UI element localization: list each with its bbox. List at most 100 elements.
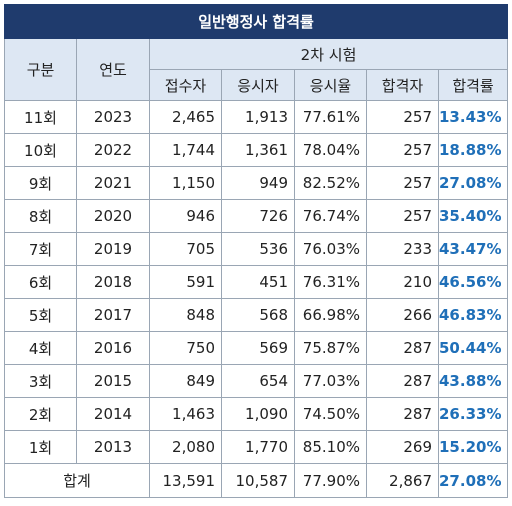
cell-round: 7회 (4, 232, 77, 266)
total-label: 합계 (4, 463, 150, 498)
cell-pass-rate: 18.88% (437, 133, 509, 167)
cell-year: 2017 (76, 298, 150, 332)
cell-applicants: 848 (149, 298, 222, 332)
cell-exam-rate: 76.03% (294, 232, 367, 266)
cell-exam-rate: 78.04% (294, 133, 367, 167)
cell-applicants: 1,744 (149, 133, 222, 167)
table-row: 9회 2021 1,150 949 82.52% 257 27.08% (4, 166, 509, 200)
header-year: 연도 (76, 38, 150, 101)
cell-passers: 269 (366, 430, 439, 464)
cell-year: 2013 (76, 430, 150, 464)
cell-year: 2018 (76, 265, 150, 299)
cell-round: 8회 (4, 199, 77, 233)
cell-pass-rate: 50.44% (437, 331, 509, 365)
cell-passers: 257 (366, 133, 439, 167)
total-passers: 2,867 (366, 463, 439, 498)
cell-exam-rate: 77.03% (294, 364, 367, 398)
cell-round: 6회 (4, 265, 77, 299)
cell-pass-rate: 13.43% (437, 100, 509, 134)
cell-examinees: 536 (221, 232, 295, 266)
header-passers: 합격자 (366, 69, 439, 101)
cell-pass-rate: 27.08% (437, 166, 509, 200)
header-exam-rate: 응시율 (294, 69, 367, 101)
cell-year: 2023 (76, 100, 150, 134)
cell-passers: 257 (366, 100, 439, 134)
cell-examinees: 1,913 (221, 100, 295, 134)
cell-round: 10회 (4, 133, 77, 167)
cell-round: 1회 (4, 430, 77, 464)
cell-examinees: 569 (221, 331, 295, 365)
cell-examinees: 726 (221, 199, 295, 233)
cell-passers: 266 (366, 298, 439, 332)
cell-pass-rate: 43.47% (437, 232, 509, 266)
cell-passers: 257 (366, 166, 439, 200)
pass-rate-table: 일반행정사 합격률 구분 연도 2차 시험 접수자 응시자 응시율 합격자 합격… (3, 4, 509, 498)
cell-passers: 287 (366, 397, 439, 431)
cell-pass-rate: 46.83% (437, 298, 509, 332)
cell-applicants: 1,463 (149, 397, 222, 431)
header-applicants: 접수자 (149, 69, 222, 101)
cell-pass-rate: 46.56% (437, 265, 509, 299)
table-row: 2회 2014 1,463 1,090 74.50% 287 26.33% (4, 397, 509, 431)
total-pass-rate: 27.08% (437, 463, 509, 498)
cell-passers: 233 (366, 232, 439, 266)
cell-applicants: 591 (149, 265, 222, 299)
cell-examinees: 1,090 (221, 397, 295, 431)
total-row: 합계 13,591 10,587 77.90% 2,867 27.08% (4, 463, 509, 498)
cell-examinees: 654 (221, 364, 295, 398)
table-title: 일반행정사 합격률 (3, 4, 509, 39)
cell-pass-rate: 43.88% (437, 364, 509, 398)
total-applicants: 13,591 (149, 463, 222, 498)
table-row: 1회 2013 2,080 1,770 85.10% 269 15.20% (4, 430, 509, 464)
cell-pass-rate: 15.20% (437, 430, 509, 464)
cell-exam-rate: 74.50% (294, 397, 367, 431)
cell-examinees: 949 (221, 166, 295, 200)
cell-exam-rate: 66.98% (294, 298, 367, 332)
cell-year: 2016 (76, 331, 150, 365)
cell-round: 9회 (4, 166, 77, 200)
cell-applicants: 2,080 (149, 430, 222, 464)
table-row: 6회 2018 591 451 76.31% 210 46.56% (4, 265, 509, 299)
cell-exam-rate: 76.31% (294, 265, 367, 299)
cell-round: 11회 (4, 100, 77, 134)
cell-applicants: 705 (149, 232, 222, 266)
cell-round: 3회 (4, 364, 77, 398)
table-row: 8회 2020 946 726 76.74% 257 35.40% (4, 199, 509, 233)
table-row: 3회 2015 849 654 77.03% 287 43.88% (4, 364, 509, 398)
cell-passers: 210 (366, 265, 439, 299)
cell-pass-rate: 35.40% (437, 199, 509, 233)
cell-exam-rate: 75.87% (294, 331, 367, 365)
cell-examinees: 1,770 (221, 430, 295, 464)
cell-exam-rate: 76.74% (294, 199, 367, 233)
cell-applicants: 750 (149, 331, 222, 365)
cell-passers: 287 (366, 331, 439, 365)
cell-passers: 257 (366, 199, 439, 233)
cell-year: 2015 (76, 364, 150, 398)
header-group-second-exam: 2차 시험 (148, 38, 509, 70)
header-examinees: 응시자 (221, 69, 295, 101)
cell-applicants: 2,465 (149, 100, 222, 134)
cell-passers: 287 (366, 364, 439, 398)
total-exam-rate: 77.90% (294, 463, 367, 498)
cell-applicants: 946 (149, 199, 222, 233)
cell-round: 5회 (4, 298, 77, 332)
cell-examinees: 568 (221, 298, 295, 332)
cell-exam-rate: 85.10% (294, 430, 367, 464)
header-pass-rate: 합격률 (437, 69, 509, 101)
table-body: 11회 2023 2,465 1,913 77.61% 257 13.43% 10회 2022 1… (4, 100, 509, 464)
cell-applicants: 849 (149, 364, 222, 398)
table-row: 10회 2022 1,744 1,361 78.04% 257 18.88% (4, 133, 509, 167)
cell-applicants: 1,150 (149, 166, 222, 200)
cell-year: 2021 (76, 166, 150, 200)
table-row: 4회 2016 750 569 75.87% 287 50.44% (4, 331, 509, 365)
table-row: 5회 2017 848 568 66.98% 266 46.83% (4, 298, 509, 332)
cell-round: 2회 (4, 397, 77, 431)
total-examinees: 10,587 (221, 463, 295, 498)
cell-pass-rate: 26.33% (437, 397, 509, 431)
header-category: 구분 (4, 38, 77, 101)
cell-year: 2019 (76, 232, 150, 266)
cell-year: 2014 (76, 397, 150, 431)
cell-examinees: 451 (221, 265, 295, 299)
cell-round: 4회 (4, 331, 77, 365)
cell-exam-rate: 77.61% (294, 100, 367, 134)
